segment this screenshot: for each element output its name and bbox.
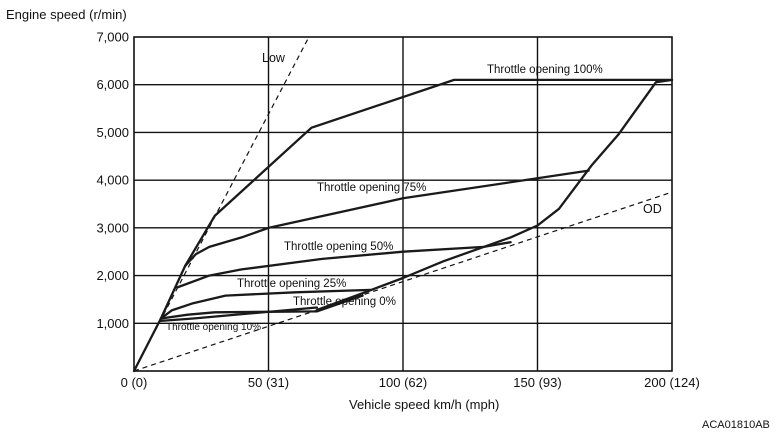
series-label-0: Throttle opening 100%: [487, 64, 603, 76]
series-line-5: [159, 294, 364, 320]
series-line-1: [183, 169, 590, 268]
series-line-6: [315, 78, 674, 312]
y-tick-label: 3,000: [96, 220, 129, 235]
ref-label-od: OD: [643, 202, 662, 216]
y-tick-label: 1,000: [96, 316, 129, 331]
x-tick-label: 0 (0): [121, 375, 148, 390]
y-tick-label: 2,000: [96, 268, 129, 283]
y-tick-label: 7,000: [96, 30, 129, 45]
series-lines: [132, 78, 674, 373]
figure-code: ACA01810AB: [702, 419, 770, 431]
grid: [133, 36, 673, 372]
y-tick-label: 6,000: [96, 77, 129, 92]
y-axis-title: Engine speed (r/min): [6, 7, 127, 22]
series-label-1: Throttle opening 75%: [317, 182, 426, 194]
y-tick-label: 5,000: [96, 125, 129, 140]
series-label-3: Throttle opening 25%: [237, 278, 346, 290]
x-tick-label: 50 (31): [248, 375, 289, 390]
series-label-2: Throttle opening 50%: [284, 241, 393, 253]
y-tick-label: 4,000: [96, 173, 129, 188]
x-axis-title: Vehicle speed km/h (mph): [349, 397, 499, 412]
series-line-3: [159, 288, 372, 320]
reference-lines: [133, 36, 673, 372]
series-label-4: Throttle opening 10%: [166, 322, 261, 333]
x-tick-label: 150 (93): [513, 375, 561, 390]
annotations: Low OD Throttle opening 100% Throttle openi…: [166, 51, 662, 333]
x-tick-label: 200 (124): [644, 375, 700, 390]
series-label-5: Throttle opening 0%: [293, 296, 396, 308]
x-tick-label: 100 (62): [379, 375, 427, 390]
ref-line-od: [133, 191, 673, 372]
tick-labels: 0 (0) 50 (31) 100 (62) 150 (93) 200 (124) 1,0…: [96, 30, 699, 391]
ref-label-low: Low: [262, 51, 286, 65]
